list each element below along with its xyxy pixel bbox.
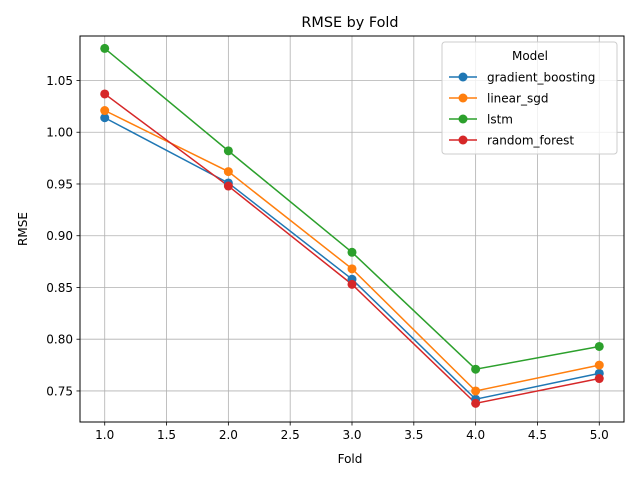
x-tick-label: 1.0	[95, 428, 114, 442]
data-point-lstm	[594, 341, 604, 351]
legend-label-random_forest: random_forest	[487, 134, 574, 148]
x-tick-label: 3.0	[342, 428, 361, 442]
data-point-random_forest	[594, 374, 604, 384]
y-tick-label: 0.85	[46, 281, 73, 295]
data-point-lstm	[347, 247, 357, 257]
y-tick-label: 0.80	[46, 333, 73, 347]
legend-marker-random_forest	[458, 135, 468, 145]
legend-marker-linear_sgd	[458, 93, 468, 103]
data-point-linear_sgd	[223, 167, 233, 177]
data-point-lstm	[100, 43, 110, 53]
y-tick-label: 1.05	[46, 74, 73, 88]
x-tick-label: 1.5	[157, 428, 176, 442]
y-tick-label: 0.90	[46, 229, 73, 243]
x-tick-label: 4.5	[528, 428, 547, 442]
x-tick-label: 4.0	[466, 428, 485, 442]
legend-label-gradient_boosting: gradient_boosting	[487, 71, 595, 85]
y-tick-label: 0.95	[46, 177, 73, 191]
data-point-linear_sgd	[347, 264, 357, 274]
legend-box	[441, 41, 618, 155]
legend-marker-lstm	[458, 114, 468, 124]
legend-label-lstm: lstm	[487, 113, 513, 127]
data-point-gradient_boosting	[100, 113, 110, 123]
x-axis-label: Fold	[338, 452, 363, 466]
data-point-random_forest	[471, 398, 481, 408]
legend-marker-gradient_boosting	[458, 72, 468, 82]
x-tick-label: 2.0	[219, 428, 238, 442]
y-tick-label: 1.00	[46, 126, 73, 140]
data-point-random_forest	[223, 181, 233, 191]
x-tick-label: 5.0	[590, 428, 609, 442]
series-points	[100, 43, 604, 408]
y-axis-ticks: 0.75 0.80 0.85 0.90 0.95 1.00 1.05	[46, 74, 80, 398]
legend-label-linear_sgd: linear_sgd	[487, 92, 548, 106]
chart-title: RMSE by Fold	[301, 15, 398, 31]
data-point-linear_sgd	[471, 386, 481, 396]
data-point-linear_sgd	[100, 106, 110, 116]
x-tick-label: 3.5	[404, 428, 423, 442]
data-point-random_forest	[100, 89, 110, 99]
data-point-lstm	[471, 364, 481, 374]
y-tick-label: 0.75	[46, 384, 73, 398]
data-point-random_forest	[347, 279, 357, 289]
x-axis-ticks: 1.0 1.5 2.0 2.5 3.0 3.5 4.0 4.5 5.0	[95, 422, 609, 442]
data-point-linear_sgd	[594, 360, 604, 370]
x-tick-label: 2.5	[281, 428, 300, 442]
y-axis-label: RMSE	[16, 212, 30, 246]
data-point-lstm	[223, 146, 233, 156]
legend-title: Model	[512, 49, 548, 63]
